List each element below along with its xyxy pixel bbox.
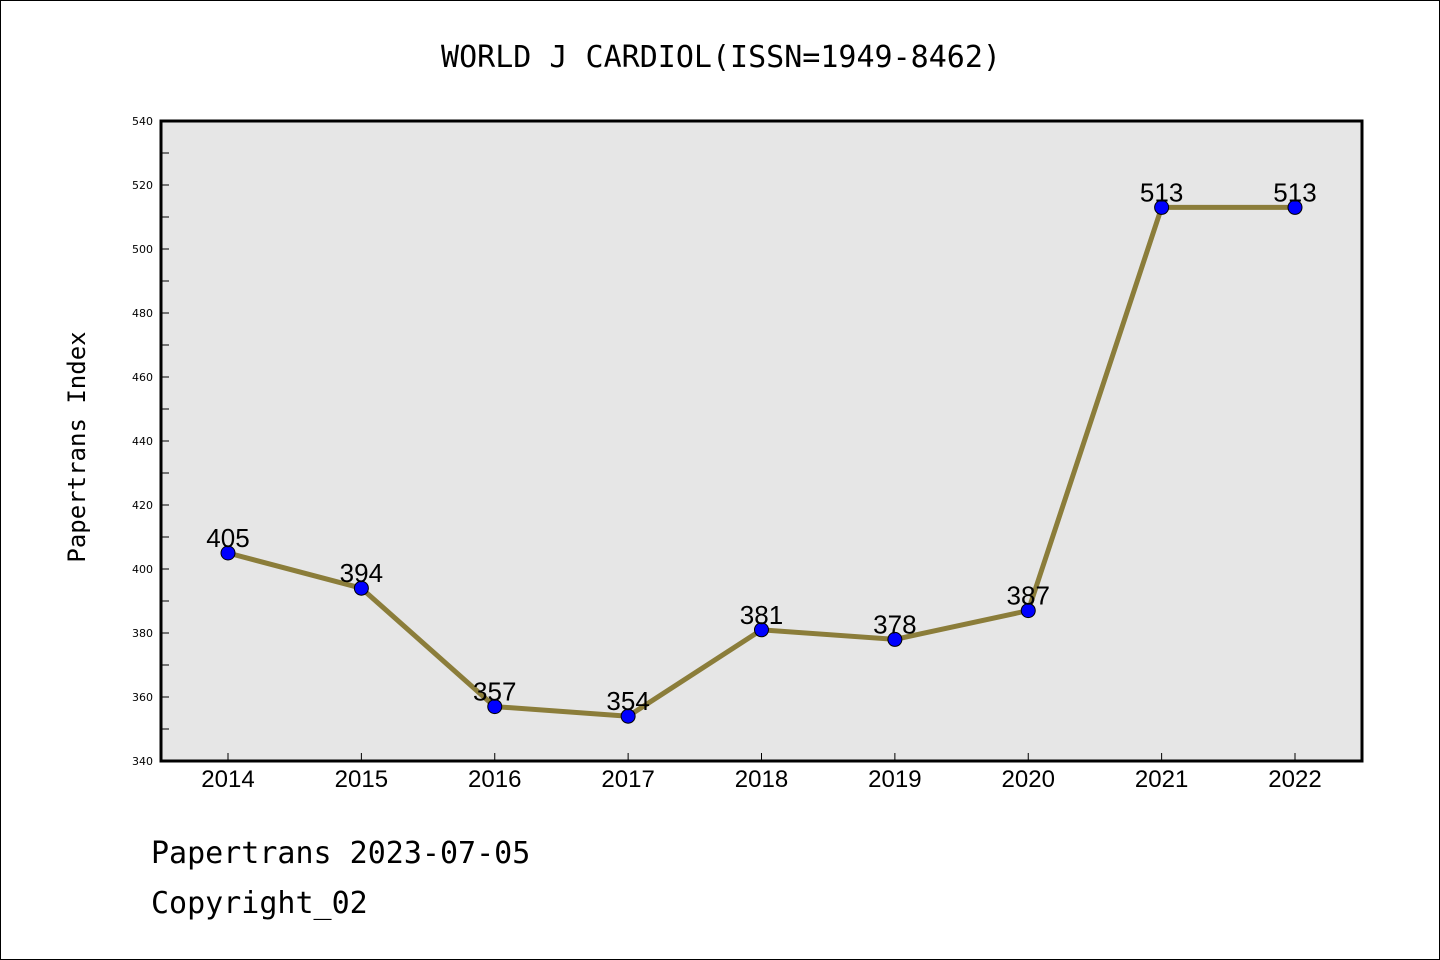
y-tick-label: 420 — [132, 499, 153, 512]
y-tick-label: 380 — [132, 627, 153, 640]
data-label: 378 — [873, 609, 916, 639]
data-points — [220, 199, 1303, 724]
data-point — [220, 545, 236, 561]
y-tick-label: 340 — [132, 755, 153, 768]
x-tick-label: 2018 — [735, 766, 788, 793]
data-point — [887, 631, 903, 647]
data-point — [487, 699, 503, 715]
data-point — [353, 580, 369, 596]
y-axis: 340 360 380 400 420 440 460 480 500 520 540 — [132, 115, 169, 768]
plot-frame — [159, 119, 1364, 763]
y-axis-label: Papertrans Index — [63, 331, 91, 562]
data-label: 387 — [1007, 581, 1050, 611]
y-tick-label: 540 — [132, 115, 153, 128]
y-tick-label: 460 — [132, 371, 153, 384]
x-tick-label: 2016 — [468, 766, 521, 793]
data-point — [620, 708, 636, 724]
data-label: 513 — [1140, 177, 1183, 207]
x-tick-label: 2015 — [335, 766, 388, 793]
x-tick-label: 2017 — [601, 766, 654, 793]
data-point — [1287, 199, 1303, 215]
data-label: 357 — [473, 677, 516, 707]
plot-area — [161, 121, 1362, 761]
footer-copyright: Copyright_02 — [151, 886, 368, 921]
data-point — [1154, 199, 1170, 215]
x-tick-label: 2020 — [1002, 766, 1055, 793]
chart-title: WORLD J CARDIOL(ISSN=1949-8462) — [441, 40, 1001, 75]
y-tick-label: 500 — [132, 243, 153, 256]
data-label: 513 — [1273, 177, 1316, 207]
x-tick-label: 2019 — [868, 766, 921, 793]
x-axis: 2014 2015 2016 2017 2018 2019 2020 2021 2022 — [201, 753, 1322, 793]
x-tick-label: 2021 — [1135, 766, 1188, 793]
x-tick-label: 2022 — [1268, 766, 1321, 793]
y-tick-label: 480 — [132, 307, 153, 320]
data-label: 394 — [340, 558, 383, 588]
data-label: 381 — [740, 600, 783, 630]
data-label: 405 — [206, 523, 249, 553]
y-tick-label: 520 — [132, 179, 153, 192]
x-tick-label: 2014 — [201, 766, 254, 793]
footer-date: Papertrans 2023-07-05 — [151, 836, 531, 871]
y-tick-label: 440 — [132, 435, 153, 448]
data-point — [754, 622, 769, 638]
data-point — [1020, 603, 1036, 619]
y-tick-label: 360 — [132, 691, 153, 704]
data-labels: 405 394 357 354 381 378 387 513 513 — [206, 177, 1316, 716]
data-label: 354 — [606, 686, 649, 716]
y-tick-label: 400 — [132, 563, 153, 576]
